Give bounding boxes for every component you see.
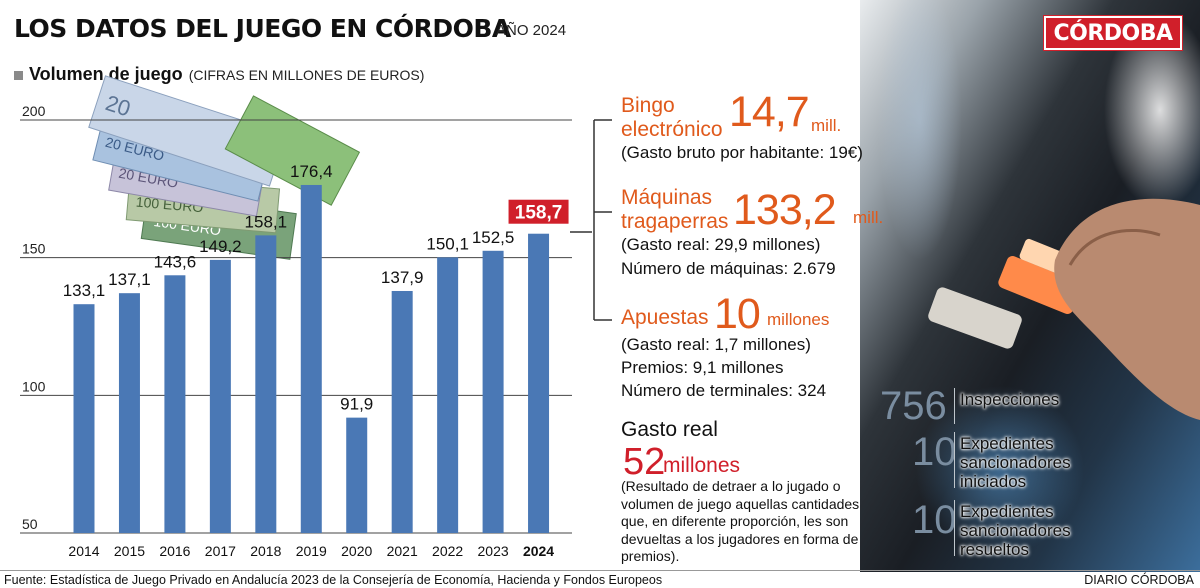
bar (73, 304, 95, 533)
bar (300, 184, 322, 533)
year-label: AÑO 2024 (496, 22, 567, 39)
apuestas-unit: millones (767, 310, 830, 329)
bingo-value: 14,7 (729, 88, 810, 136)
stat-divider (954, 388, 955, 424)
data-label: 158,7 (515, 203, 563, 224)
apuestas-note-2: Premios: 9,1 millones (621, 358, 784, 377)
data-label: 152,5 (472, 228, 515, 247)
slot-buttons-illustration (928, 198, 1200, 420)
maquinas-label-line1: Máquinas (621, 186, 713, 209)
maquinas-label: Máquinas tragaperras (621, 186, 728, 234)
stat-iniciados-number: 10 (912, 430, 957, 474)
highlight-value-box (508, 199, 569, 224)
gasto-unit: millones (663, 454, 741, 477)
bar-chart: 200 150 100 50 2014 133,1 2015 137,1 2016 143,6 20… (20, 103, 572, 559)
bingo-label-line1: Bingo (621, 94, 675, 117)
stat-iniciados-label: Expedientes sancionadores iniciados (960, 434, 1071, 491)
maquinas-note-2: Número de máquinas: 2.679 (621, 259, 836, 278)
logo-text: CÓRDOBA (1053, 20, 1173, 46)
footer-divider (0, 570, 1200, 571)
apuestas-value: 10 (714, 290, 761, 338)
y-tick-label: 150 (22, 241, 46, 257)
stat-resueltos-number: 10 (912, 498, 957, 542)
page-title: LOS DATOS DEL JUEGO EN CÓRDOBA (14, 14, 511, 43)
maquinas-value: 133,2 (733, 186, 837, 234)
x-tick-label: 2019 (296, 543, 327, 559)
bar (482, 250, 504, 534)
slot-machine-photo (860, 0, 1200, 572)
y-tick-label: 100 (22, 378, 46, 394)
footer-source: Fuente: Estadística de Juego Privado en … (4, 573, 663, 587)
stat-resueltos-label: Expedientes sancionadores resueltos (960, 502, 1071, 559)
maquinas-label-line2: tragaperras (621, 210, 729, 233)
bar (346, 417, 368, 533)
data-label: 91,9 (340, 395, 373, 414)
x-tick-label: 2018 (250, 543, 281, 559)
bar (391, 290, 413, 533)
x-tick-label: 2020 (341, 543, 372, 559)
stat-inspecciones-label: Inspecciones (960, 390, 1060, 409)
bar (164, 275, 186, 533)
subtitle-note: (CIFRAS EN MILLONES DE EUROS) (188, 67, 425, 83)
data-label: 133,1 (63, 281, 106, 300)
data-label: 158,1 (245, 212, 288, 231)
bar (209, 259, 231, 533)
x-tick-label: 2024 (523, 543, 554, 559)
chart-subtitle: Volumen de juego (CIFRAS EN MILLONES DE … (14, 64, 424, 85)
x-tick-label: 2016 (159, 543, 190, 559)
data-label: 143,6 (154, 252, 197, 271)
stat-divider (954, 432, 955, 488)
bar (118, 293, 140, 533)
data-label: 149,2 (199, 237, 242, 256)
bingo-note: (Gasto bruto por habitante: 19€) (621, 143, 863, 162)
x-tick-label: 2014 (68, 543, 99, 559)
bar (437, 257, 459, 533)
data-label: 150,1 (426, 234, 469, 253)
x-tick-label: 2017 (205, 543, 236, 559)
subtitle-text: Volumen de juego (29, 64, 183, 84)
gasto-note: (Resultado de detraer a lo jugado o volu… (621, 478, 860, 564)
apuestas-note-1: (Gasto real: 1,7 millones) (621, 335, 811, 354)
x-tick-label: 2023 (478, 543, 509, 559)
x-tick-label: 2021 (387, 543, 418, 559)
stat-divider (954, 500, 955, 556)
gasto-title: Gasto real (621, 418, 718, 441)
apuestas-label: Apuestas (621, 306, 709, 329)
gasto-value: 52 (623, 441, 666, 483)
maquinas-note-1: (Gasto real: 29,9 millones) (621, 235, 821, 254)
x-tick-label: 2022 (432, 543, 463, 559)
bingo-label: Bingo electrónico (621, 94, 723, 142)
bingo-label-line2: electrónico (621, 118, 723, 141)
data-label: 137,9 (381, 268, 424, 287)
apuestas-note-3: Número de terminales: 324 (621, 381, 827, 400)
y-tick-label: 50 (22, 516, 38, 532)
bracket-connector (570, 119, 612, 321)
maquinas-unit: mill. (853, 208, 884, 227)
bar (255, 235, 277, 533)
cordoba-logo: CÓRDOBA (1043, 15, 1183, 51)
data-label: 137,1 (108, 270, 151, 289)
stat-inspecciones-number: 756 (880, 384, 947, 428)
data-label: 176,4 (290, 162, 333, 181)
bingo-unit: mill. (811, 116, 842, 135)
bar (528, 233, 550, 534)
x-tick-label: 2015 (114, 543, 145, 559)
y-tick-label: 200 (22, 103, 46, 119)
subtitle-square-icon (14, 71, 23, 80)
footer-brand: DIARIO CÓRDOBA (1084, 573, 1194, 587)
